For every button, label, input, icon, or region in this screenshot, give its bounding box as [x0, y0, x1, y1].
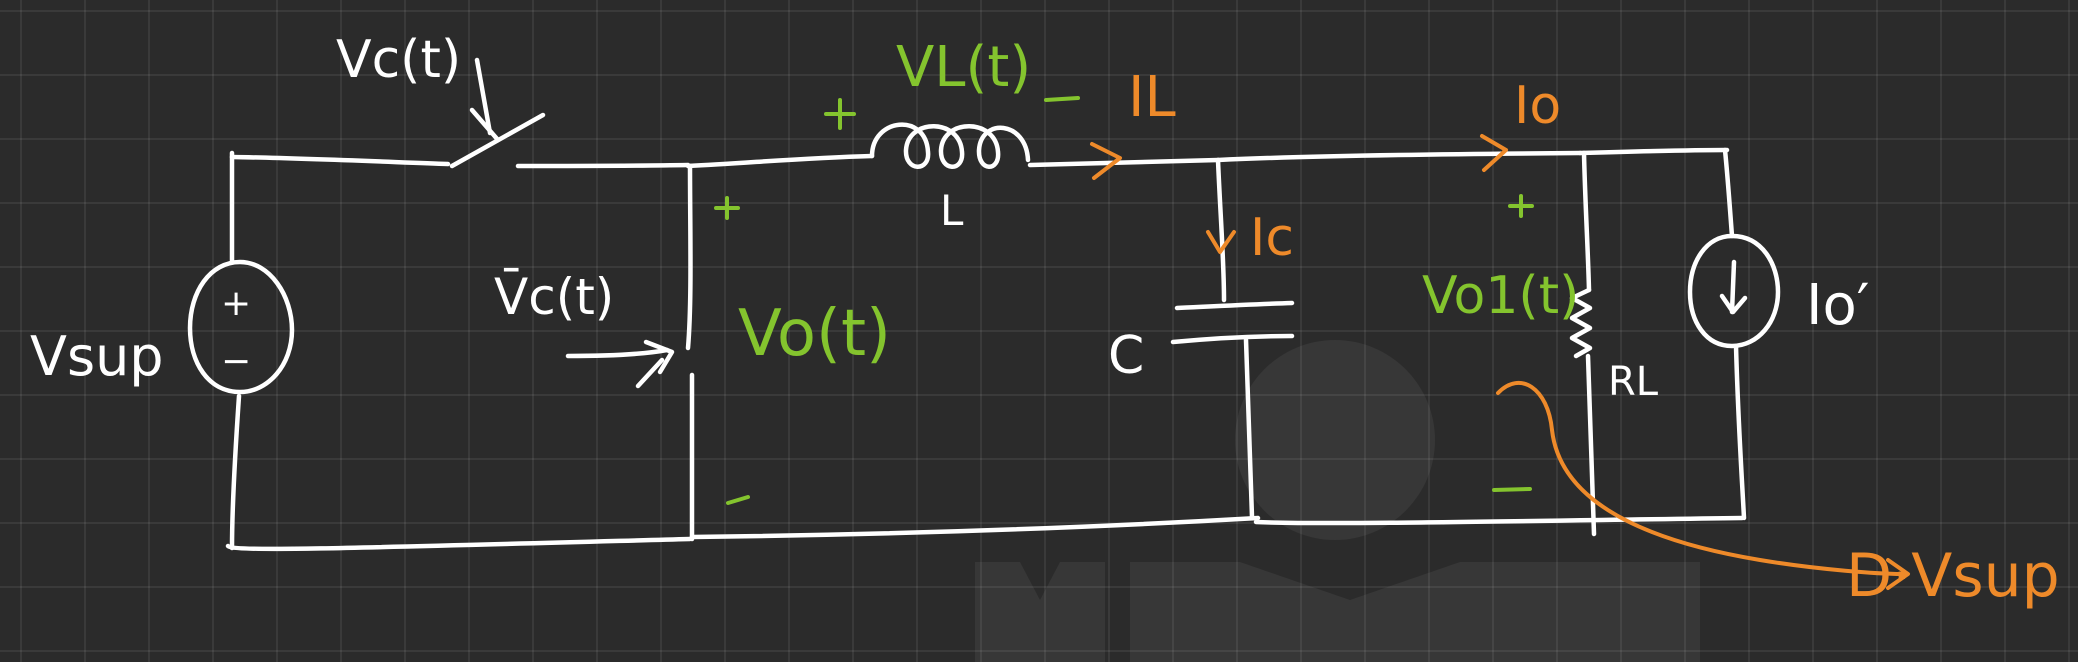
- label-vo: Vo(t): [738, 297, 891, 371]
- label-dvsup: D·Vsup: [1846, 541, 2060, 611]
- label-c: C: [1108, 326, 1145, 386]
- label-io-prime: Io′: [1806, 273, 1870, 338]
- arrow-il: [1090, 142, 1122, 180]
- current-source-io: [1687, 147, 1781, 521]
- wire-top-right: [1577, 147, 1730, 156]
- wire-bottom-mid: [689, 515, 1261, 540]
- label-vo1: Vo1(t): [1422, 266, 1580, 326]
- label-rl: RL: [1608, 359, 1659, 405]
- vl-plus-sign: [824, 98, 856, 130]
- label-l: L: [940, 186, 964, 235]
- source-plus-sign: +: [221, 283, 252, 324]
- vl-minus-sign: [1044, 96, 1080, 102]
- label-vc-bar: V̄c(t): [494, 268, 615, 326]
- switch-vc: [449, 57, 691, 169]
- arrow-ic: [1206, 230, 1236, 254]
- label-vsup: Vsup: [30, 325, 164, 388]
- voltage-source-vsup: [187, 150, 295, 551]
- vo-minus-sign: [726, 495, 750, 505]
- wire-top-mid: [1215, 150, 1583, 163]
- arrow-dvsup-head: [1886, 558, 1910, 590]
- label-ic: Ic: [1250, 208, 1294, 268]
- source-minus-sign: −: [221, 341, 252, 382]
- watermark-logo: [975, 340, 1700, 662]
- arrow-io: [1480, 134, 1508, 172]
- vo1-minus-sign: [1492, 487, 1532, 492]
- label-io: Io: [1514, 76, 1562, 136]
- label-vc: Vc(t): [336, 30, 462, 90]
- arrow-dvsup: [1496, 380, 1904, 576]
- label-il: IL: [1128, 65, 1176, 130]
- wire-bottom-left: [225, 536, 693, 552]
- wire-bottom-right: [1253, 515, 1745, 526]
- vo1-plus-sign: [1508, 194, 1534, 218]
- capacitor-c: [1170, 157, 1295, 520]
- wire-top-left: [229, 154, 451, 167]
- inductor-l: [685, 122, 1221, 169]
- diode-branch: [565, 163, 695, 542]
- vo-plus-sign: [714, 196, 740, 220]
- label-vl: VL(t): [896, 35, 1032, 100]
- resistor-rl: [1569, 150, 1597, 537]
